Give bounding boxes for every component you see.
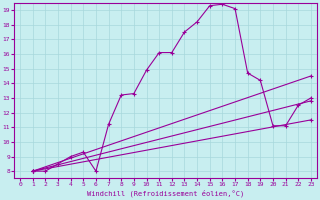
- X-axis label: Windchill (Refroidissement éolien,°C): Windchill (Refroidissement éolien,°C): [87, 190, 244, 197]
